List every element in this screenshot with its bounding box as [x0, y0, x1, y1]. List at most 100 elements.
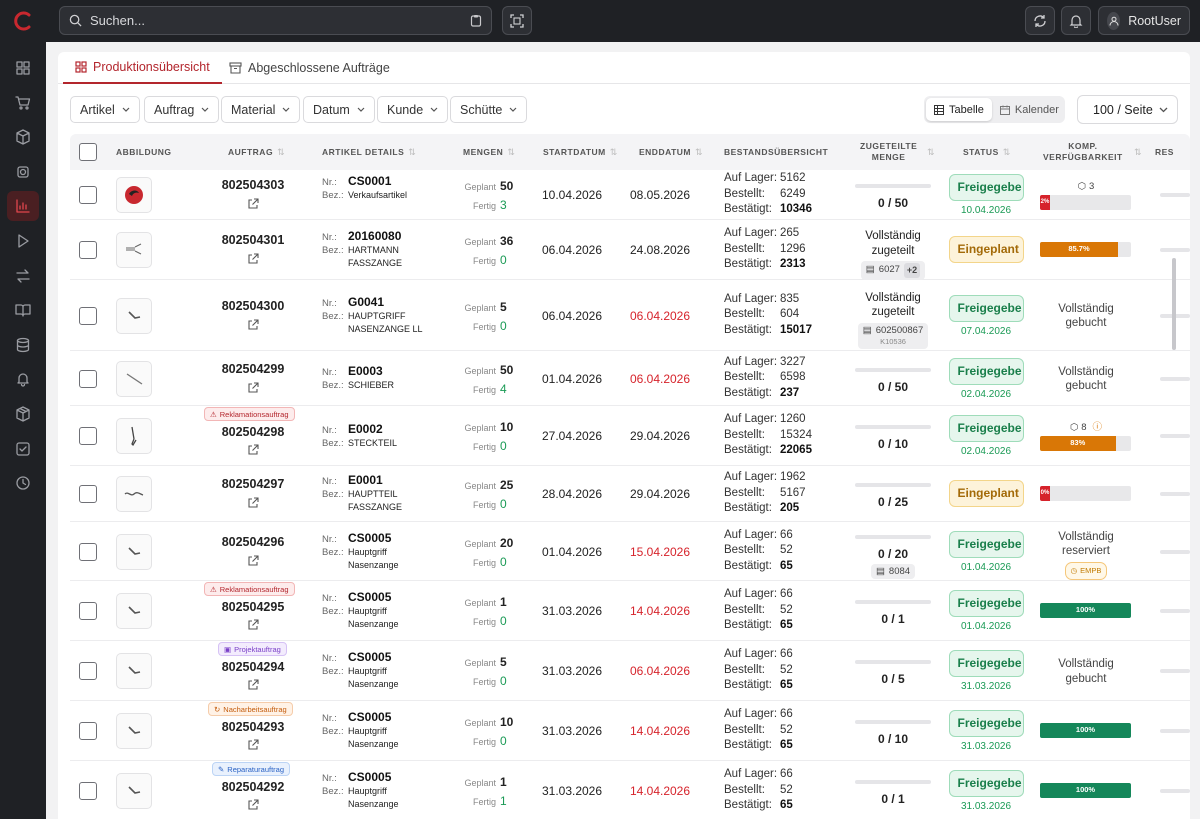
app-logo[interactable]	[0, 0, 46, 42]
col-zugeteilte-menge[interactable]: ZUGETEILTE MENGE	[860, 134, 917, 170]
row-checkbox[interactable]	[79, 241, 97, 259]
search-input[interactable]: Suchen...	[90, 13, 145, 28]
article-number[interactable]: CS0005	[348, 710, 392, 724]
col-komp-verfuegbarkeit[interactable]: KOMP. VERFÜGBARKEIT	[1043, 134, 1123, 170]
order-number[interactable]: 802504293	[221, 720, 285, 734]
article-number[interactable]: E0003	[348, 364, 383, 378]
lot-chip[interactable]: ▤ 602500867 K10536	[857, 322, 929, 349]
external-link-icon[interactable]	[247, 381, 259, 394]
sidebar-item-dashboard[interactable]	[7, 53, 39, 83]
table-row[interactable]: ↻ Nacharbeitsauftrag 802504293 Nr.: CS0005 Be…	[70, 701, 1190, 761]
status-badge[interactable]: Eingeplant	[948, 480, 1024, 507]
row-checkbox[interactable]	[79, 427, 97, 445]
row-checkbox[interactable]	[79, 662, 97, 680]
info-icon[interactable]: ⓘ	[1092, 422, 1103, 434]
table-view-button[interactable]: Tabelle	[926, 98, 992, 121]
sort-icon[interactable]: ⇅	[1134, 146, 1143, 157]
order-number[interactable]: 802504296	[221, 534, 285, 549]
sidebar-item-package[interactable]	[7, 399, 39, 429]
table-row[interactable]: 802504301 Nr.: 20160080 Bez.: HARTMANN FASSZ…	[70, 220, 1190, 280]
sidebar-item-cart[interactable]	[7, 88, 39, 118]
order-number[interactable]: 802504292	[221, 780, 285, 794]
col-status[interactable]: STATUS ⇅	[963, 134, 1011, 170]
table-row[interactable]: ⚠ Reklamationsauftrag 802504298 Nr.: E0002 Be…	[70, 406, 1190, 466]
sidebar-item-bell[interactable]	[7, 364, 39, 394]
sort-icon[interactable]: ⇅	[277, 146, 286, 157]
sort-icon[interactable]: ⇅	[695, 146, 704, 157]
col-artikel-details[interactable]: ARTIKEL DETAILS ⇅	[322, 134, 416, 170]
filter-auftrag[interactable]: Auftrag	[144, 96, 220, 123]
filter-datum[interactable]: Datum	[303, 96, 375, 123]
filter-schuette[interactable]: Schütte	[450, 96, 528, 123]
order-number[interactable]: 802504294	[221, 660, 285, 674]
status-badge[interactable]: Freigegebe	[948, 770, 1024, 797]
lot-chip[interactable]: ▤ 6027 +2	[860, 261, 926, 280]
article-number[interactable]: CS0001	[348, 174, 392, 188]
sidebar-item-clock[interactable]	[7, 468, 39, 498]
article-number[interactable]: 20160080	[348, 229, 402, 243]
tab-produktionsuebersicht[interactable]: Produktionsübersicht	[63, 52, 222, 84]
scrollbar[interactable]	[1172, 258, 1176, 350]
col-auftrag[interactable]: AUFTRAG ⇅	[228, 134, 285, 170]
order-number[interactable]: 802504295	[221, 600, 285, 614]
refresh-button[interactable]	[1025, 6, 1055, 35]
table-row[interactable]: ⚠ Reklamationsauftrag 802504295 Nr.: CS0005 B…	[70, 581, 1190, 641]
status-badge[interactable]: Eingeplant	[948, 236, 1024, 263]
page-size-select[interactable]: 100 / Seite	[1077, 95, 1178, 124]
article-image[interactable]	[116, 533, 152, 570]
article-number[interactable]: CS0005	[348, 530, 392, 545]
article-image[interactable]	[116, 360, 152, 397]
clipboard-icon[interactable]	[470, 14, 482, 27]
calendar-view-button[interactable]: Kalender	[992, 98, 1067, 121]
sidebar-item-database[interactable]	[7, 330, 39, 360]
availability-bar[interactable]: 83%	[1040, 436, 1131, 451]
article-image[interactable]	[116, 593, 152, 629]
sidebar-item-transfer[interactable]	[7, 261, 39, 291]
row-checkbox[interactable]	[79, 542, 97, 561]
article-image[interactable]	[116, 232, 152, 268]
status-badge[interactable]: Freigegebe	[948, 650, 1024, 677]
filter-artikel[interactable]: Artikel	[70, 96, 140, 123]
sort-icon[interactable]: ⇅	[507, 146, 516, 157]
table-row[interactable]: 802504300 Nr.: G0041 Bez.: HAUPTGRIFF NASENZ…	[70, 280, 1190, 351]
order-number[interactable]: 802504299	[221, 361, 285, 376]
lot-chip[interactable]: ▤ 8084	[870, 563, 916, 579]
status-badge[interactable]: Freigegebe	[948, 415, 1024, 442]
article-image[interactable]	[116, 177, 152, 213]
scan-button[interactable]	[502, 6, 532, 35]
article-number[interactable]: G0041	[348, 294, 385, 309]
table-row[interactable]: 802504296 Nr.: CS0005 Bez.: Hauptgriff Nasen…	[70, 522, 1190, 581]
col-enddatum[interactable]: ENDDATUM ⇅	[639, 134, 703, 170]
row-checkbox[interactable]	[79, 306, 97, 325]
external-link-icon[interactable]	[247, 739, 259, 751]
order-number[interactable]: 802504301	[221, 233, 285, 247]
article-number[interactable]: CS0005	[348, 590, 392, 604]
filter-kunde[interactable]: Kunde	[377, 96, 449, 123]
article-number[interactable]: E0002	[348, 421, 383, 436]
sidebar-item-play[interactable]	[7, 226, 39, 256]
status-badge[interactable]: Freigegebe	[948, 710, 1024, 737]
select-all-checkbox[interactable]	[79, 143, 97, 161]
row-checkbox[interactable]	[79, 485, 97, 503]
sidebar-item-chart[interactable]	[7, 191, 39, 222]
status-badge[interactable]: Freigegebe	[948, 294, 1024, 322]
notifications-button[interactable]	[1061, 6, 1091, 35]
row-checkbox[interactable]	[79, 369, 97, 388]
external-link-icon[interactable]	[247, 799, 259, 811]
table-row[interactable]: 802504303 Nr.: CS0001 Bez.: Verkaufsartikel G…	[70, 170, 1190, 220]
article-number[interactable]: CS0005	[348, 770, 392, 784]
availability-bar[interactable]: 100%	[1040, 783, 1131, 798]
status-badge[interactable]: Freigegebe	[948, 174, 1024, 201]
order-number[interactable]: 802504297	[221, 477, 285, 491]
external-link-icon[interactable]	[247, 619, 259, 631]
table-row[interactable]: 802504299 Nr.: E0003 Bez.: SCHIEBER Geplant 50…	[70, 351, 1190, 406]
search-bar[interactable]: Suchen...	[59, 6, 492, 35]
row-checkbox[interactable]	[79, 602, 97, 620]
availability-bar[interactable]: 2%	[1040, 195, 1131, 210]
sort-icon[interactable]: ⇅	[927, 146, 936, 157]
sort-icon[interactable]: ⇅	[609, 146, 618, 157]
order-number[interactable]: 802504298	[221, 425, 285, 439]
article-image[interactable]	[116, 418, 152, 454]
article-image[interactable]	[116, 476, 152, 512]
col-mengen[interactable]: MENGEN ⇅	[463, 134, 515, 170]
